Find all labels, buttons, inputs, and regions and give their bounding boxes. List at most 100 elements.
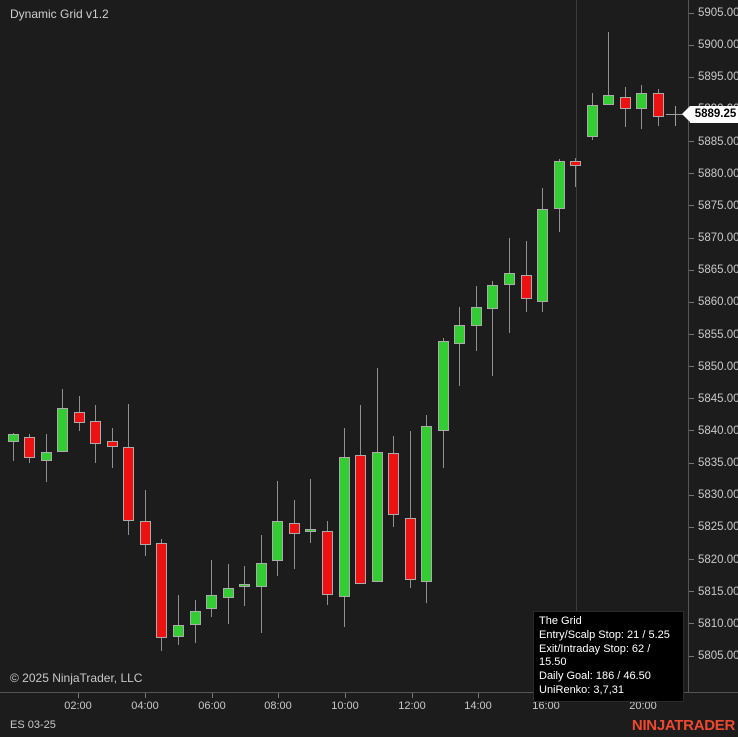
candle-up — [603, 94, 615, 105]
price-tick-label: 5880.00 — [698, 167, 738, 180]
price-tick-label: 5905.00 — [698, 7, 738, 19]
grid-panel-line: UniRenko: 3,7,31 — [539, 683, 624, 696]
price-axis-tick — [689, 44, 694, 46]
developing-bar-cross — [665, 113, 685, 115]
price-tick-label: 5820.00 — [698, 553, 738, 566]
candle-up — [504, 273, 515, 285]
candle-down — [520, 275, 532, 300]
candle-wick — [575, 157, 577, 187]
candle-wick — [12, 432, 14, 462]
time-axis[interactable]: 02:00 04:00 06:00 08:00 10:00 12:00 14:00 16:00… — [0, 692, 738, 715]
grid-panel-line: Exit/Intraday Stop: 62 / 15.50 — [539, 642, 651, 669]
price-axis-tick — [689, 526, 694, 528]
candle-wick — [509, 238, 510, 333]
candle-down — [404, 517, 416, 581]
price-axis-tick — [689, 430, 694, 432]
candle-down — [123, 447, 135, 521]
candle-down — [619, 96, 631, 110]
candle-up — [206, 594, 218, 610]
candle-down — [139, 520, 151, 546]
ninjatrader-logo: NINJATRADER — [631, 717, 735, 734]
candle-up — [40, 451, 52, 462]
time-axis-tick — [478, 693, 479, 698]
candle-down — [90, 421, 102, 444]
price-tick-label: 5850.00 — [698, 360, 738, 373]
time-axis-tick — [278, 693, 279, 698]
candle-up — [173, 625, 184, 637]
price-axis-tick — [689, 366, 694, 368]
time-tick-label: 16:00 — [532, 700, 560, 712]
grid-panel-line: Entry/Scalp Stop: 21 / 5.25 — [539, 628, 670, 641]
last-price-marker: 5889.25 — [682, 105, 738, 123]
time-axis-tick — [78, 693, 79, 698]
candle-up — [437, 340, 449, 431]
candle-up — [338, 456, 350, 597]
price-axis-tick — [689, 334, 694, 335]
candle-wick — [111, 427, 113, 468]
time-axis-tick — [412, 693, 413, 698]
candle-wick — [459, 307, 461, 386]
candle-wick — [608, 32, 610, 105]
candle-up — [7, 434, 19, 443]
candle-down — [570, 160, 582, 166]
candle-up — [421, 426, 433, 583]
time-tick-label: 10:00 — [331, 700, 359, 712]
price-tick-label: 5885.00 — [698, 135, 738, 148]
time-tick-label: 08:00 — [264, 700, 292, 712]
time-tick-label: 02:00 — [64, 700, 92, 712]
price-tick-label: 5845.00 — [698, 392, 738, 405]
price-tick-label: 5810.00 — [698, 617, 738, 630]
time-tick-label: 14:00 — [464, 700, 492, 712]
price-axis-tick — [689, 205, 694, 207]
candle-up — [470, 307, 482, 327]
price-axis-tick — [689, 623, 694, 625]
candle-wick — [310, 479, 312, 544]
developing-bar-cross — [674, 106, 676, 126]
session-break-line — [576, 0, 577, 692]
time-axis-tick — [212, 693, 213, 698]
price-axis-tick — [689, 301, 694, 303]
price-tick-label: 5815.00 — [698, 585, 738, 598]
price-axis-tick — [689, 494, 694, 496]
grid-panel-line: Daily Goal: 186 / 46.50 — [539, 670, 651, 683]
price-tick-label: 5875.00 — [698, 199, 738, 212]
time-tick-label: 06:00 — [198, 700, 226, 712]
price-tick-label: 5830.00 — [698, 489, 738, 502]
chart-plot-area[interactable]: Dynamic Grid v1.2 © 2025 NinjaTrader, LL… — [0, 0, 688, 702]
price-axis[interactable]: 5905.005900.005895.005890.005885.005880.… — [688, 0, 738, 692]
tab-bar: ES 03-25 NINJATRADER — [0, 715, 738, 737]
price-axis-tick — [689, 655, 694, 657]
candle-down — [156, 543, 168, 639]
candle-wick — [492, 281, 494, 377]
candle-up — [586, 104, 598, 137]
time-tick-label: 04:00 — [131, 700, 159, 712]
price-tick-label: 5900.00 — [698, 39, 738, 52]
candle-wick — [178, 594, 179, 645]
instrument-tab[interactable]: ES 03-25 — [10, 719, 56, 731]
copyright-label: © 2025 NinjaTrader, LLC — [10, 671, 143, 685]
candle-wick — [409, 430, 411, 589]
indicator-title: Dynamic Grid v1.2 — [10, 7, 109, 21]
candle-wick — [211, 559, 213, 618]
time-tick-label: 20:00 — [629, 700, 657, 712]
price-axis-tick — [689, 173, 694, 175]
candle-up — [371, 451, 383, 583]
time-axis-tick — [345, 693, 346, 698]
price-axis-tick — [689, 462, 694, 464]
last-price-value: 5889.25 — [690, 105, 738, 123]
candle-down — [388, 453, 400, 515]
price-tick-label: 5895.00 — [698, 71, 738, 84]
price-axis-tick — [689, 237, 694, 239]
candle-up — [553, 160, 565, 210]
price-axis-tick — [689, 76, 694, 78]
candle-down — [355, 455, 367, 584]
candle-up — [537, 209, 549, 303]
candle-up — [222, 588, 234, 599]
candle-down — [106, 440, 118, 448]
candle-wick — [293, 500, 295, 570]
price-axis-tick — [689, 12, 694, 14]
candle-up — [454, 324, 466, 345]
candle-up — [239, 583, 251, 587]
time-tick-label: 12:00 — [398, 700, 426, 712]
price-axis-tick — [689, 591, 694, 593]
